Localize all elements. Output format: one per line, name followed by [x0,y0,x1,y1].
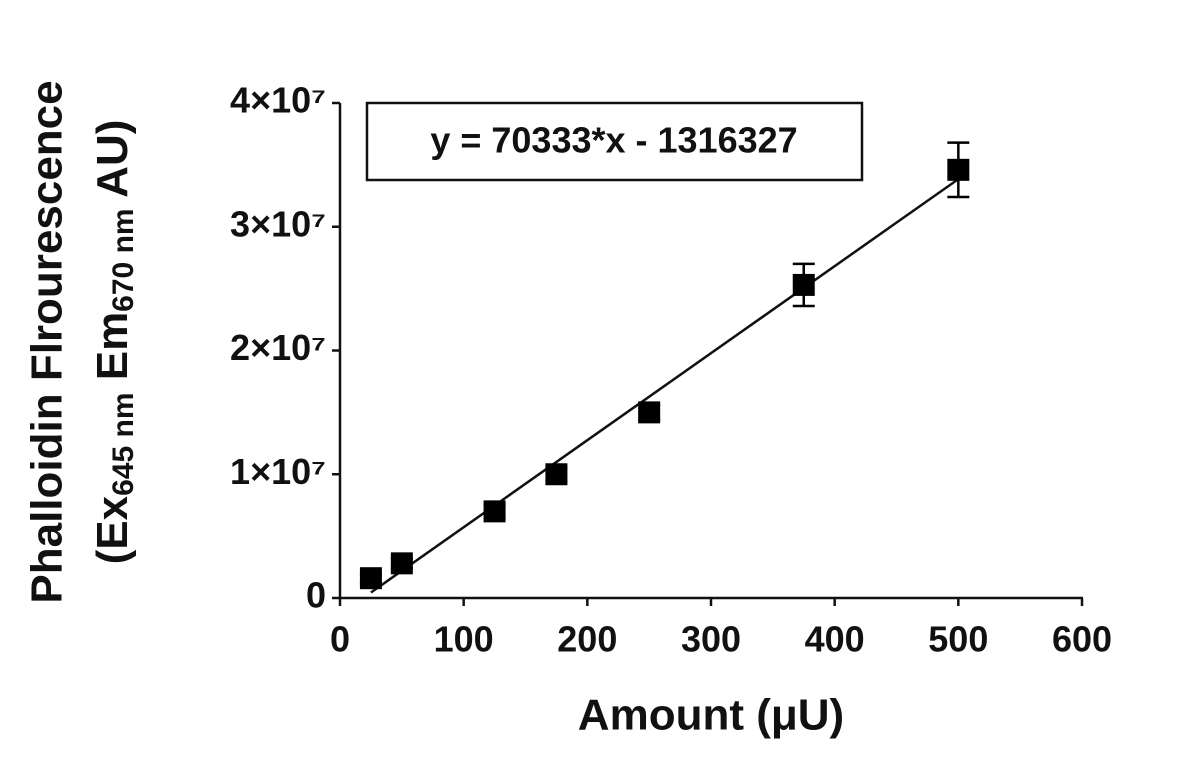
x-tick-label: 200 [557,619,617,660]
point [947,158,970,181]
x-tick-label: 500 [928,619,988,660]
y-tick-label: 1×10⁷ [230,451,326,492]
point [390,552,413,575]
y-tick-label: 2×10⁷ [230,327,326,368]
fit-equation: y = 70333*x - 1316327 [430,120,797,161]
y-tick-label: 3×10⁷ [230,203,326,244]
fit-line [370,178,960,594]
label-part: (Ex [88,495,137,564]
label-part: Em [88,312,137,393]
x-tick-label: 300 [681,619,741,660]
x-tick-label: 0 [330,619,350,660]
point [792,273,815,296]
y-tick-label: 4×10⁷ [230,80,326,121]
y-tick-label: 0 [306,575,326,616]
point [545,463,568,486]
point [638,401,661,424]
y-axis-title: Phalloidin Flrourescence [23,80,72,603]
subscript: 670 nm [107,208,140,311]
x-axis-title: Amount (μU) [578,691,844,740]
label-part: AU) [88,120,137,209]
x-tick-label: 100 [434,619,494,660]
point [483,500,506,523]
equation-box [365,101,864,182]
y-axis-title-2: (Ex645 nm Em670 nm AU) [88,120,140,565]
x-tick-label: 400 [805,619,865,660]
point [359,567,382,590]
x-tick-label: 600 [1052,619,1112,660]
subscript: 645 nm [107,393,140,496]
